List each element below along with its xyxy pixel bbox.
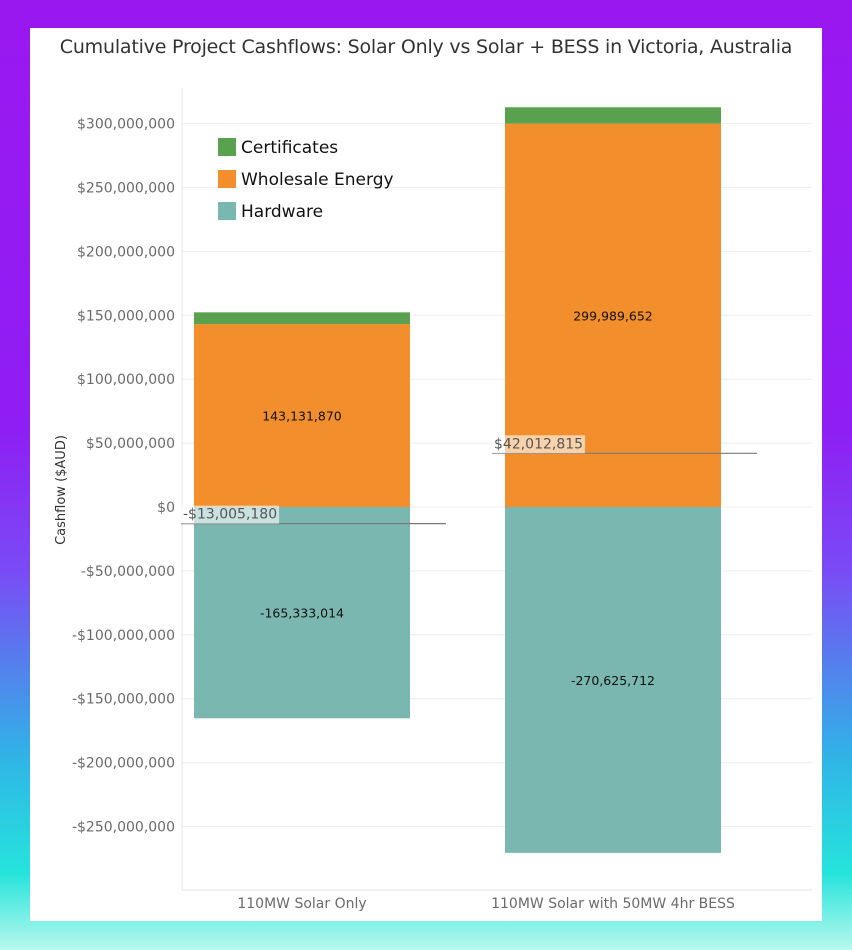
- bar-label-wholesale-energy: 143,131,870: [262, 409, 342, 424]
- y-axis-label: Cashflow ($AUD): [54, 435, 69, 545]
- legend-swatch: [218, 170, 236, 188]
- bar-label-hardware: -165,333,014: [260, 606, 344, 621]
- reference-line-label: $42,012,815: [494, 436, 583, 452]
- y-tick-label: $100,000,000: [77, 372, 175, 388]
- bar-certificates: [194, 312, 410, 325]
- bar-certificates: [505, 107, 721, 124]
- legend-swatch: [218, 138, 236, 156]
- y-tick-label: -$250,000,000: [72, 820, 175, 836]
- bar-wholesale-energy: [194, 324, 410, 507]
- bar-label-wholesale-energy: 299,989,652: [573, 308, 653, 323]
- legend-label: Hardware: [241, 202, 323, 222]
- bar-label-hardware: -270,625,712: [571, 673, 655, 688]
- y-tick-label: -$100,000,000: [72, 628, 175, 644]
- y-tick-label: -$50,000,000: [81, 564, 175, 580]
- reference-label-background: [492, 435, 586, 454]
- reference-label-background: [181, 505, 280, 524]
- reference-line-label: -$13,005,180: [183, 507, 277, 523]
- y-tick-label: -$150,000,000: [72, 692, 175, 708]
- chart-card: Cumulative Project Cashflows: Solar Only…: [30, 28, 822, 921]
- y-tick-label: $0: [157, 500, 175, 516]
- y-tick-label: $300,000,000: [77, 117, 175, 133]
- y-tick-label: $200,000,000: [77, 244, 175, 260]
- legend-label: Wholesale Energy: [241, 170, 394, 190]
- legend-swatch: [218, 202, 236, 220]
- chart-title: Cumulative Project Cashflows: Solar Only…: [59, 36, 793, 58]
- y-tick-label: -$200,000,000: [72, 756, 175, 772]
- y-tick-label: $150,000,000: [77, 308, 175, 324]
- bar-hardware: [505, 507, 721, 853]
- chart-svg: $300,000,000 $250,000,000 $200,000,000 $150…: [54, 88, 812, 912]
- legend-label: Certificates: [241, 138, 338, 158]
- x-category-label: 110MW Solar Only: [237, 896, 366, 912]
- bar-hardware: [194, 507, 410, 719]
- x-category-label: 110MW Solar with 50MW 4hr BESS: [491, 896, 735, 912]
- y-tick-label: $250,000,000: [77, 181, 175, 197]
- y-tick-label: $50,000,000: [86, 436, 175, 452]
